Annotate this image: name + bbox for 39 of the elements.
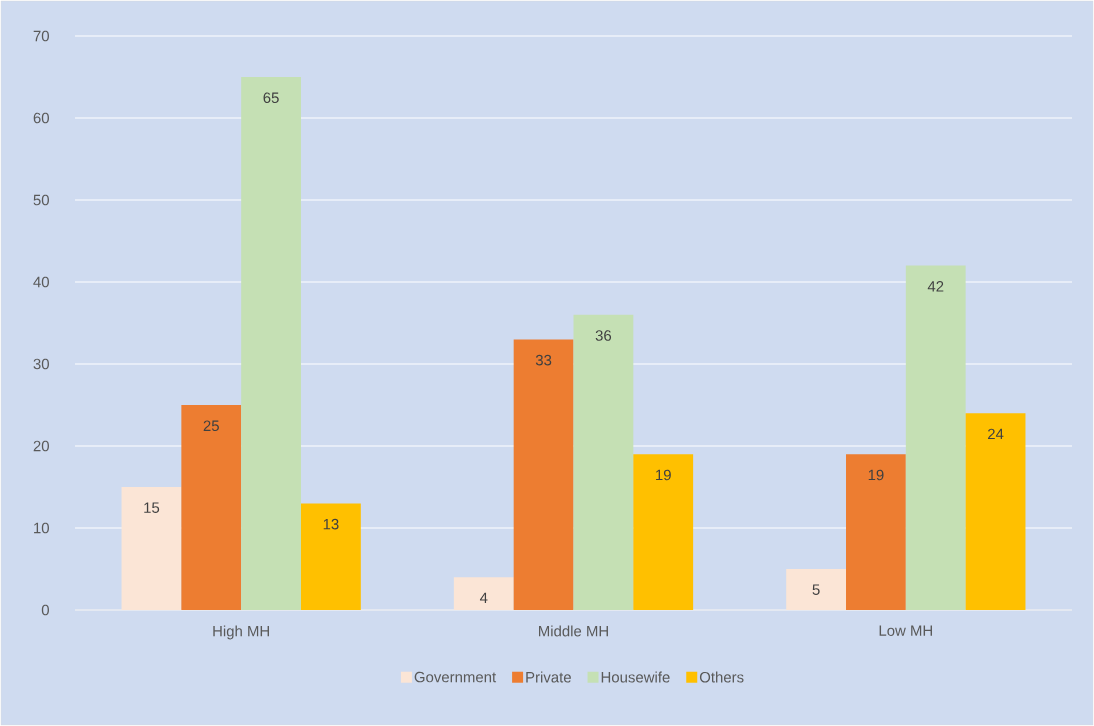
bar <box>573 314 634 610</box>
legend-label: Others <box>699 671 744 683</box>
data-label: 33 <box>535 354 552 366</box>
bar <box>121 486 182 610</box>
bar <box>633 454 694 610</box>
data-label: 19 <box>656 469 671 481</box>
data-label: 42 <box>927 281 944 292</box>
data-label: 25 <box>203 420 219 432</box>
data-label: 5 <box>812 584 820 595</box>
data-label: 4 <box>479 592 488 603</box>
bar <box>453 577 514 610</box>
data-label: 65 <box>263 92 279 104</box>
data-label: 13 <box>323 518 339 530</box>
data-label: 15 <box>144 502 160 513</box>
y-tick-label: 20 <box>33 440 49 452</box>
y-tick-label: 10 <box>34 522 49 534</box>
bar <box>513 339 574 610</box>
y-tick-label: 0 <box>41 604 49 616</box>
y-tick-label: 50 <box>33 194 49 206</box>
bar <box>965 413 1026 610</box>
bar <box>300 503 361 610</box>
y-tick-label: 30 <box>33 358 49 370</box>
legend-label: Private <box>526 671 571 683</box>
bar <box>181 404 242 610</box>
x-tick-label: Middle MH <box>539 625 608 637</box>
data-label: 19 <box>868 469 884 481</box>
y-tick-label: 60 <box>33 112 49 124</box>
data-label: 36 <box>595 330 612 341</box>
x-tick-label: Low MH <box>879 625 932 636</box>
legend-label: Housewife <box>601 671 670 683</box>
bar <box>786 568 847 610</box>
bar <box>905 265 966 610</box>
data-label: 24 <box>988 428 1004 440</box>
x-tick-label: High MH <box>213 625 269 640</box>
legend-label: Government <box>414 671 497 683</box>
bar <box>846 454 906 610</box>
y-tick-label: 40 <box>33 276 49 288</box>
y-tick-label: 70 <box>33 30 49 42</box>
bar <box>241 76 301 610</box>
